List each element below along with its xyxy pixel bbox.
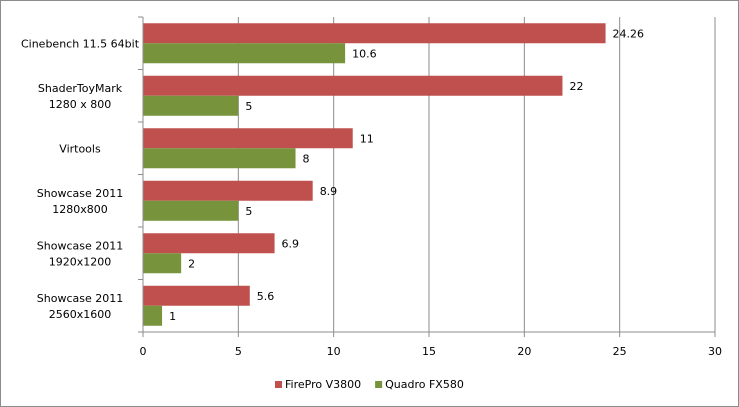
bar: [143, 285, 250, 306]
category-label: Showcase 2011: [37, 187, 123, 200]
data-label: 5: [245, 205, 252, 218]
x-tick-label: 0: [140, 345, 147, 358]
data-label: 11: [360, 132, 374, 145]
legend-label: Quadro FX580: [385, 378, 464, 391]
x-tick-label: 30: [708, 345, 722, 358]
category-label: 1920x1200: [49, 255, 112, 268]
category-label: ShaderToyMark: [38, 82, 123, 95]
category-label: 1280 x 800: [49, 98, 112, 111]
x-tick-label: 25: [613, 345, 627, 358]
bar: [143, 305, 163, 326]
category-label: Virtools: [59, 142, 101, 155]
data-label: 6.9: [282, 237, 300, 250]
x-tick-label: 15: [422, 345, 436, 358]
data-label: 2: [188, 257, 195, 270]
category-label: Showcase 2011: [37, 292, 123, 305]
bar: [143, 43, 346, 64]
legend-swatch: [375, 381, 383, 388]
bar: [143, 75, 563, 96]
category-label: 2560x1600: [49, 308, 112, 321]
bar: [143, 180, 313, 201]
data-label: 8: [303, 152, 310, 165]
x-tick-label: 20: [517, 345, 531, 358]
data-label: 10.6: [352, 47, 377, 60]
bar: [143, 233, 275, 254]
legend-label: FirePro V3800: [285, 378, 361, 391]
bar: [143, 148, 296, 169]
data-label: 22: [569, 80, 583, 93]
data-label: 5.6: [257, 290, 275, 303]
data-label: 1: [169, 310, 176, 323]
bar: [143, 200, 239, 221]
category-label: Showcase 2011: [37, 239, 123, 252]
category-label: Cinebench 11.5 64bit: [21, 37, 140, 50]
category-label: 1280x800: [52, 203, 108, 216]
bar: [143, 253, 182, 274]
x-tick-label: 10: [327, 345, 341, 358]
data-label: 8.9: [320, 185, 338, 198]
legend-swatch: [275, 381, 282, 388]
bar: [143, 23, 606, 44]
data-label: 24.26: [613, 27, 645, 40]
data-label: 5: [245, 100, 252, 113]
bar: [143, 128, 353, 149]
bar: [143, 95, 239, 116]
x-tick-label: 5: [235, 345, 242, 358]
